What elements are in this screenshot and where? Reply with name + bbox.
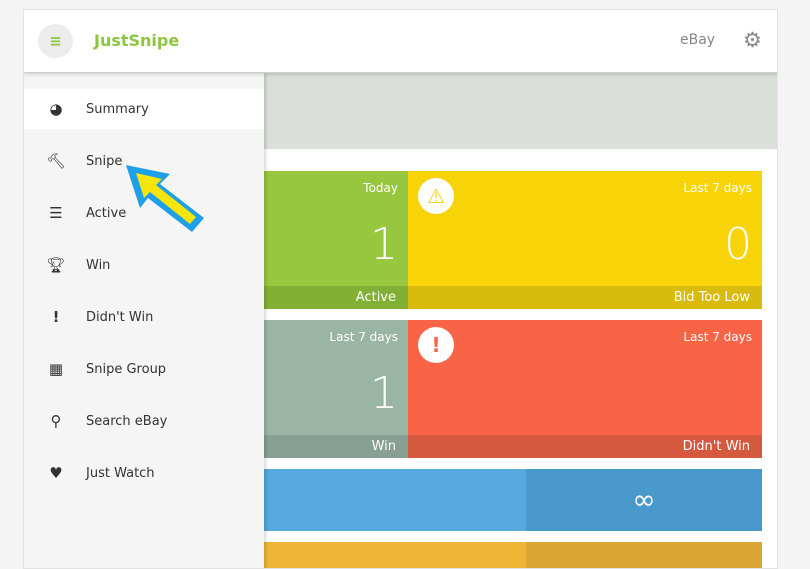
- app-title: JustSnipe: [94, 31, 180, 50]
- tile-win[interactable]: Last 7 days 1 Win: [264, 320, 408, 458]
- list-icon: ☰: [49, 204, 63, 222]
- gavel-icon: 🔨︎: [46, 152, 66, 170]
- ebay-link[interactable]: eBay: [680, 32, 716, 48]
- sidebar-item-snipe[interactable]: 🔨︎ Snipe: [24, 141, 264, 181]
- pointer-arrow-annotation: [126, 165, 204, 232]
- exclamation-icon: !: [52, 308, 60, 326]
- sidebar-item-snipe-group[interactable]: ▦ Snipe Group: [24, 349, 264, 389]
- tile-blue[interactable]: ∞: [264, 469, 762, 531]
- summary-card: Today 1 Active ⚠ Last 7 days 0 Bid Too L…: [264, 149, 777, 568]
- warning-icon: ⚠: [418, 178, 454, 214]
- sidebar: ◕ Summary 🔨︎ Snipe ☰ Active 🏆︎ Win ! Didn't W…: [24, 73, 264, 568]
- grid-icon: ▦: [48, 360, 64, 378]
- alert-icon: !: [418, 327, 454, 363]
- tile-active[interactable]: Today 1 Active: [264, 171, 408, 309]
- sidebar-item-active[interactable]: ☰ Active: [24, 193, 264, 233]
- pie-chart-icon: ◕: [49, 100, 63, 118]
- tile-bid-too-low[interactable]: ⚠ Last 7 days 0 Bid Too Low: [408, 171, 762, 309]
- sidebar-item-summary[interactable]: ◕ Summary: [24, 89, 264, 129]
- app-window: ≡ JustSnipe eBay ⚙ ◕ Summary 🔨︎ Snipe ☰ Act…: [23, 9, 778, 569]
- trophy-icon: 🏆︎: [46, 256, 66, 274]
- header: ≡ JustSnipe eBay ⚙: [24, 10, 777, 73]
- gear-icon[interactable]: ⚙: [743, 28, 762, 52]
- search-icon: ⚲: [50, 412, 62, 430]
- heart-icon: ♥: [49, 464, 63, 482]
- sidebar-item-didnt-win[interactable]: ! Didn't Win: [24, 297, 264, 337]
- sidebar-item-just-watch[interactable]: ♥ Just Watch: [24, 453, 264, 493]
- infinity-value: ∞: [526, 469, 762, 531]
- sidebar-item-search-ebay[interactable]: ⚲ Search eBay: [24, 401, 264, 441]
- tile-orange[interactable]: [264, 542, 762, 568]
- hamburger-icon[interactable]: ≡: [38, 24, 73, 58]
- sidebar-item-win[interactable]: 🏆︎ Win: [24, 245, 264, 285]
- tile-orange-right: [526, 542, 762, 568]
- tile-didnt-win[interactable]: ! Last 7 days Didn't Win: [408, 320, 762, 458]
